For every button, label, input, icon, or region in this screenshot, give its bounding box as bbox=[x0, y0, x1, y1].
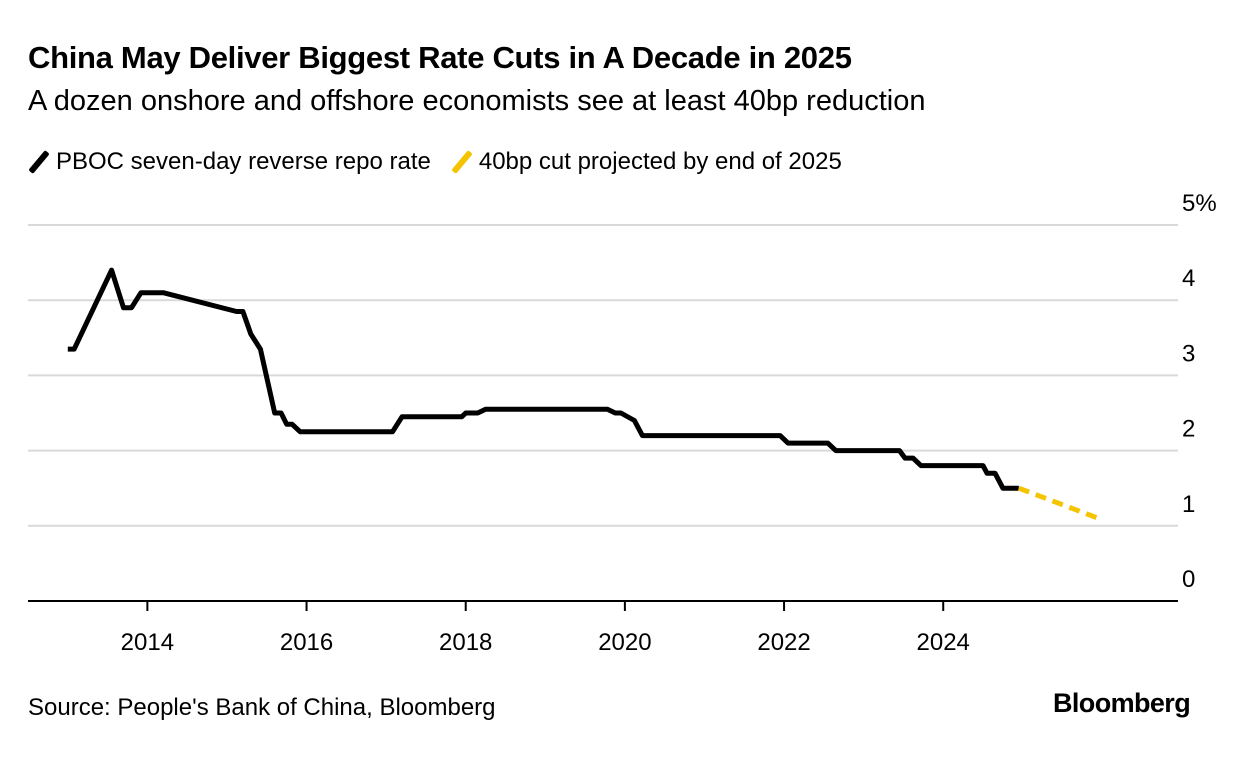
source-note: Source: People's Bank of China, Bloomber… bbox=[28, 694, 496, 721]
legend: PBOC seven-day reverse repo rate 40bp cu… bbox=[28, 148, 862, 176]
x-tick-label: 2022 bbox=[757, 629, 810, 656]
chart-title: China May Deliver Biggest Rate Cuts in A… bbox=[28, 40, 852, 75]
x-tick-label: 2018 bbox=[439, 629, 492, 656]
x-tick-label: 2024 bbox=[917, 629, 970, 656]
series-line-projection bbox=[1017, 485, 1100, 521]
series-line-repo-rate bbox=[67, 267, 1019, 491]
y-tick-label: 5% bbox=[1182, 190, 1217, 217]
x-tick-label: 2016 bbox=[280, 629, 333, 656]
legend-label-repo-rate: PBOC seven-day reverse repo rate bbox=[56, 148, 431, 175]
y-tick-label: 0 bbox=[1182, 566, 1195, 593]
legend-item-repo-rate: PBOC seven-day reverse repo rate bbox=[28, 148, 431, 176]
chart-subtitle: A dozen onshore and offshore economists … bbox=[28, 85, 926, 117]
y-tick-label: 4 bbox=[1182, 265, 1195, 292]
y-tick-label: 2 bbox=[1182, 416, 1195, 443]
legend-label-projection: 40bp cut projected by end of 2025 bbox=[478, 148, 842, 175]
legend-item-projection: 40bp cut projected by end of 2025 bbox=[451, 148, 842, 176]
y-tick-label: 3 bbox=[1182, 340, 1195, 367]
x-tick-label: 2014 bbox=[121, 629, 174, 656]
y-tick-label: 1 bbox=[1182, 491, 1195, 518]
x-tick-label: 2020 bbox=[598, 629, 651, 656]
bloomberg-logo: Bloomberg bbox=[1053, 688, 1191, 718]
